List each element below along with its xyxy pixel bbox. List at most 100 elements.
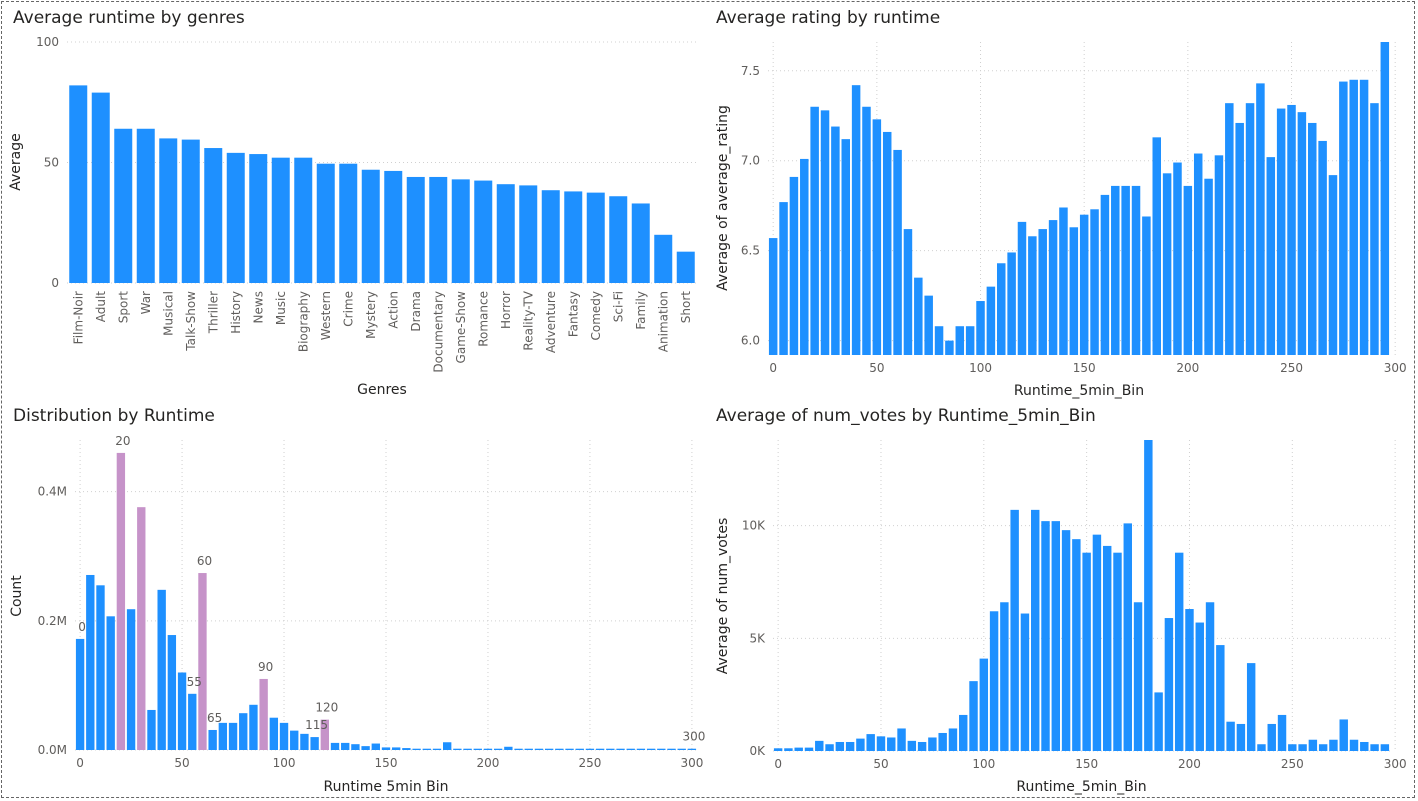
bar xyxy=(1370,744,1379,751)
y-tick-label: 5K xyxy=(749,631,766,645)
y-tick-label: 0 xyxy=(51,276,59,290)
bar xyxy=(114,128,133,283)
bar xyxy=(453,748,462,750)
bar xyxy=(887,737,896,751)
highlighted-bar xyxy=(320,719,330,750)
bar xyxy=(1225,103,1234,355)
rating-by-runtime-panel[interactable]: Average rating by runtime 6.0 6.5 7.0 7.5 Av… xyxy=(705,2,1416,400)
bar xyxy=(1111,185,1120,355)
y-tick-label: 6.5 xyxy=(741,244,760,258)
bar xyxy=(1144,440,1153,751)
x-tick-label: Animation xyxy=(656,291,670,352)
x-tick-label: Biography xyxy=(296,291,310,352)
bar xyxy=(893,149,902,355)
rating-by-runtime-chart: 6.0 6.5 7.0 7.5 Average of average_rating 0 50… xyxy=(715,42,1407,399)
bar xyxy=(1174,552,1184,751)
bar xyxy=(1245,103,1255,355)
x-tick-label: 50 xyxy=(174,756,189,770)
bar xyxy=(768,238,778,355)
bar xyxy=(75,638,85,750)
bar xyxy=(1257,744,1266,751)
x-axis-label: Runtime 5min Bin xyxy=(323,779,448,795)
bar xyxy=(876,736,886,751)
bar xyxy=(1276,108,1286,356)
distribution-by-runtime-chart: 0.0M 0.2M 0.4M Count 0 50 100 150 200 250 300 0 20 55… xyxy=(9,434,705,795)
x-tick-label: Family xyxy=(634,291,648,330)
bar xyxy=(1359,79,1369,355)
bar xyxy=(1360,741,1369,751)
bar xyxy=(1256,83,1265,355)
bar xyxy=(1092,534,1102,751)
bar xyxy=(300,733,309,750)
bar xyxy=(204,148,223,283)
bar xyxy=(106,616,115,750)
bar xyxy=(1069,227,1079,355)
bar xyxy=(249,704,258,750)
bar xyxy=(1162,173,1172,355)
bar xyxy=(586,192,605,283)
x-tick-label: 250 xyxy=(578,756,601,770)
runtime-by-genres-panel[interactable]: Average runtime by genres 0 50 100 Average F… xyxy=(2,2,704,400)
x-tick-label: 150 xyxy=(375,756,398,770)
data-label: 60 xyxy=(197,554,212,568)
bar xyxy=(1318,744,1328,751)
bar xyxy=(831,126,840,355)
bar xyxy=(779,202,788,355)
x-tick-label: Horror xyxy=(499,291,513,329)
x-tick-label: 200 xyxy=(1178,757,1201,771)
bar xyxy=(514,748,523,750)
bar xyxy=(820,110,830,355)
bar xyxy=(1154,692,1163,751)
bar xyxy=(279,722,289,750)
bar xyxy=(1307,122,1317,355)
bar xyxy=(948,728,958,751)
x-tick-label: War xyxy=(139,291,153,314)
bar xyxy=(371,743,380,750)
x-tick-label: 50 xyxy=(869,361,884,375)
bar xyxy=(646,748,656,750)
y-axis-label: Average of average_rating xyxy=(715,105,731,291)
bar xyxy=(181,139,200,283)
y-tick-label: 7.0 xyxy=(741,154,760,168)
bar xyxy=(384,170,403,283)
x-tick-label: 50 xyxy=(873,757,888,771)
x-tick-label: 250 xyxy=(1281,757,1304,771)
bar xyxy=(228,722,238,750)
bar xyxy=(872,119,882,355)
bar xyxy=(294,157,313,283)
x-tick-label: Drama xyxy=(409,291,423,332)
bar xyxy=(1133,602,1143,751)
bar xyxy=(866,734,875,751)
bar xyxy=(1017,221,1027,355)
panel-title: Average of num_votes by Runtime_5min_Bin xyxy=(716,406,1096,426)
num-votes-by-runtime-panel[interactable]: Average of num_votes by Runtime_5min_Bin… xyxy=(705,400,1416,799)
bar xyxy=(269,717,279,750)
y-tick-label: 0K xyxy=(749,744,766,758)
x-tick-label: 300 xyxy=(680,756,703,770)
bar xyxy=(1031,509,1040,751)
x-tick-label: Western xyxy=(319,291,333,340)
bar xyxy=(1339,719,1348,751)
bar xyxy=(784,748,793,751)
x-tick-label: Music xyxy=(274,291,288,325)
x-tick-label: Crime xyxy=(341,291,355,327)
x-tick-label: Adventure xyxy=(544,291,558,353)
bar xyxy=(1349,739,1359,751)
bar xyxy=(218,722,228,750)
y-tick-label: 0.0M xyxy=(38,743,67,757)
bar xyxy=(626,748,635,750)
distribution-by-runtime-panel[interactable]: Distribution by Runtime 0.0M 0.2M 0.4M Coun… xyxy=(2,400,705,799)
y-tick-label: 6.0 xyxy=(741,334,760,348)
bar xyxy=(928,737,937,751)
bar xyxy=(351,744,360,750)
bar xyxy=(1010,509,1019,751)
bar xyxy=(1007,252,1016,355)
x-tick-label: 150 xyxy=(1073,361,1096,375)
bar xyxy=(310,737,319,750)
bar xyxy=(483,748,493,750)
bar xyxy=(1329,739,1338,751)
bar xyxy=(1297,112,1307,355)
x-tick-label: 300 xyxy=(1384,757,1407,771)
panel-title: Average rating by runtime xyxy=(716,8,941,28)
x-tick-label: 100 xyxy=(972,757,995,771)
